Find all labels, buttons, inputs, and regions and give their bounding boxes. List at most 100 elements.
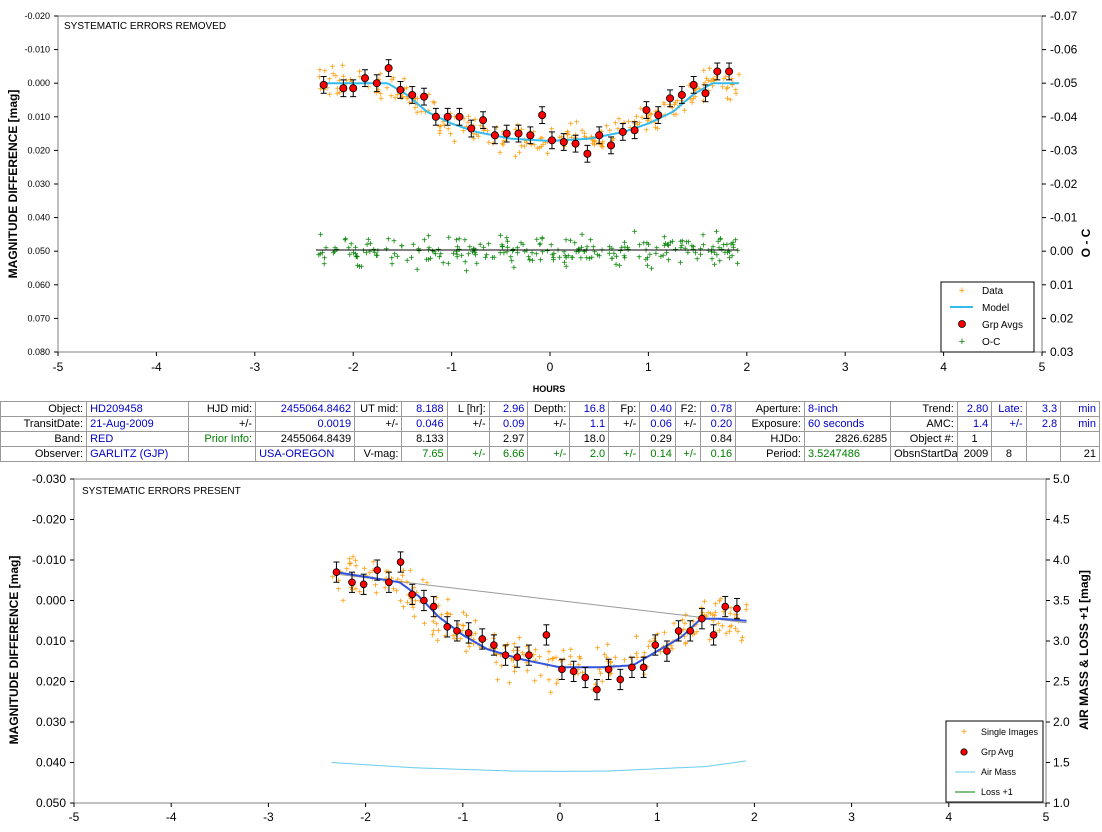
data-point: + xyxy=(574,117,580,128)
oc-point: + xyxy=(537,239,543,250)
top-x-tick-label: 5 xyxy=(1039,360,1046,374)
oc-point: + xyxy=(348,240,354,251)
single-image-point: + xyxy=(561,655,567,666)
oc-point: + xyxy=(555,245,561,256)
single-image-point: + xyxy=(495,675,501,686)
cell: 0.046 xyxy=(401,416,448,432)
data-point: + xyxy=(402,84,408,95)
oc-point: + xyxy=(524,246,530,257)
single-image-point: + xyxy=(464,611,470,622)
oc-point: + xyxy=(505,243,511,254)
cell: 18.0 xyxy=(569,431,610,447)
grp-avg-point xyxy=(583,149,592,158)
bottom-x-tick-label: -3 xyxy=(263,810,274,824)
single-image-point: + xyxy=(350,586,356,597)
oc-point: + xyxy=(361,246,367,257)
oc-point: + xyxy=(576,247,582,258)
grp-avg-point xyxy=(618,127,627,136)
single-image-point: + xyxy=(550,654,556,665)
oc-point: + xyxy=(705,246,711,257)
oc-point: + xyxy=(733,236,739,247)
oc-point: + xyxy=(505,237,511,248)
cell: 60 seconds xyxy=(803,416,892,432)
single-image-point: + xyxy=(546,656,552,667)
grp-avg-point xyxy=(581,673,590,682)
data-point: + xyxy=(727,96,733,107)
data-point: + xyxy=(702,78,708,89)
cell: 1 xyxy=(956,431,993,447)
bottom-x-tick-label: 3 xyxy=(848,810,855,824)
single-image-point: + xyxy=(690,622,696,633)
top-y-tick-label: 0.080 xyxy=(27,347,50,357)
data-point: + xyxy=(604,122,610,133)
data-point: + xyxy=(324,83,330,94)
data-point: + xyxy=(377,89,383,100)
single-image-point: + xyxy=(524,667,530,678)
grp-avg-point xyxy=(733,604,741,613)
oc-point: + xyxy=(466,249,472,260)
oc-point: + xyxy=(354,252,360,263)
grp-avg-point xyxy=(651,641,660,649)
oc-point: + xyxy=(551,255,557,266)
grp-avg-point xyxy=(443,623,452,631)
cell xyxy=(1025,446,1062,462)
grp-avg-point xyxy=(420,92,429,101)
single-image-point: + xyxy=(367,569,373,580)
cell: 2.96 xyxy=(488,401,529,417)
oc-point: + xyxy=(563,253,569,264)
data-point: + xyxy=(671,110,677,121)
oc-point: + xyxy=(539,233,545,244)
bottom-y-tick-label: 0.040 xyxy=(36,756,66,770)
oc-point: + xyxy=(661,233,667,244)
oc-point: + xyxy=(644,238,650,249)
single-image-point: + xyxy=(435,636,441,647)
grp-avg-point xyxy=(701,89,710,98)
single-image-point: + xyxy=(438,610,444,621)
oc-point: + xyxy=(346,244,352,255)
legend-single: Single Images xyxy=(981,727,1039,737)
single-image-point: + xyxy=(647,637,653,648)
oc-point: + xyxy=(658,252,664,263)
oc-point: + xyxy=(445,259,451,270)
cell: 2.97 xyxy=(488,431,529,447)
oc-point: + xyxy=(710,242,716,253)
single-image-point: + xyxy=(477,641,483,652)
oc-point: + xyxy=(665,240,671,251)
data-point: + xyxy=(672,98,678,109)
grp-avg-point xyxy=(686,627,695,635)
oc-point: + xyxy=(389,254,395,265)
cell: 0.40 xyxy=(639,401,676,417)
single-image-point: + xyxy=(460,621,466,632)
cell: RED xyxy=(86,431,190,447)
single-image-point: + xyxy=(507,679,513,690)
data-point: + xyxy=(437,122,443,133)
oc-point: + xyxy=(679,236,685,247)
bottom-y-axis-label: MAGNITUDE DIFFERENCE [mag] xyxy=(7,556,21,745)
top-y-tick-label: -0.020 xyxy=(24,11,50,21)
single-image-point: + xyxy=(662,628,668,639)
single-image-point: + xyxy=(411,583,417,594)
oc-point: + xyxy=(595,250,601,261)
oc-point: + xyxy=(392,250,398,261)
grp-avg-point xyxy=(319,80,328,89)
data-point: + xyxy=(515,120,521,131)
oc-point: + xyxy=(682,244,688,255)
data-point: + xyxy=(516,148,522,159)
oc-point: + xyxy=(473,250,479,261)
oc-point: + xyxy=(551,249,557,260)
top-x-tick-label: -2 xyxy=(348,360,359,374)
oc-point: + xyxy=(592,247,598,258)
data-point: + xyxy=(522,136,528,147)
single-image-point: + xyxy=(736,616,742,627)
cell: 1.4 xyxy=(956,416,993,432)
single-image-point: + xyxy=(494,650,500,661)
oc-point: + xyxy=(504,233,510,244)
grp-avg-point xyxy=(373,566,382,574)
oc-point: + xyxy=(724,240,730,251)
oc-point: + xyxy=(404,256,410,267)
single-image-point: + xyxy=(720,622,726,633)
bottom-legend: + Single Images Grp Avg Air Mass Loss +1 xyxy=(945,720,1044,803)
oc-point: + xyxy=(353,250,359,261)
top-y-tick-label: 0.010 xyxy=(27,112,50,122)
